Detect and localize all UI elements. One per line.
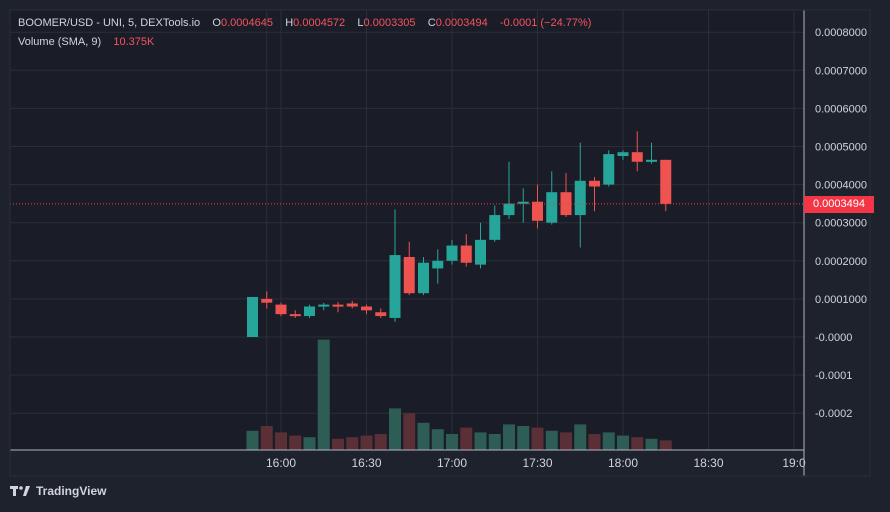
- candle-body[interactable]: [361, 306, 372, 311]
- y-tick-label: -0.0001: [815, 370, 852, 382]
- candle-body[interactable]: [403, 256, 415, 294]
- x-tick-label: 18:30: [693, 456, 723, 470]
- y-tick-label: 0.0004000: [815, 180, 867, 192]
- volume-bar[interactable]: [659, 440, 672, 450]
- volume-bar[interactable]: [431, 429, 444, 450]
- volume-value: 10.375K: [113, 36, 155, 48]
- candle-body[interactable]: [389, 255, 401, 318]
- volume-bar[interactable]: [631, 437, 644, 450]
- chart-frame: [9, 9, 871, 477]
- y-tick-label: -0.0002: [815, 408, 852, 420]
- y-tick-label: 0.0003000: [815, 218, 867, 230]
- volume-bar[interactable]: [474, 432, 487, 450]
- volume-bar[interactable]: [346, 437, 359, 450]
- candle-body[interactable]: [318, 304, 330, 307]
- close-label: C: [427, 17, 436, 29]
- candle-body[interactable]: [574, 180, 586, 216]
- volume-bar[interactable]: [446, 434, 458, 450]
- change-value: -0.0001 (−24.77%): [500, 17, 592, 29]
- candle-body[interactable]: [332, 304, 344, 307]
- volume-bar[interactable]: [588, 434, 601, 450]
- volume-bar[interactable]: [332, 438, 344, 450]
- volume-bar[interactable]: [517, 426, 530, 450]
- y-tick-label: -0.0000: [815, 332, 852, 344]
- candle-body[interactable]: [603, 154, 615, 185]
- high-value: 0.0004572: [293, 17, 346, 29]
- volume-bar[interactable]: [645, 438, 658, 450]
- x-tick-label: 17:00: [437, 456, 467, 470]
- y-tick-label: 0.0001000: [815, 294, 867, 306]
- y-tick-label: 0.0006000: [815, 103, 867, 115]
- volume-bar[interactable]: [360, 435, 373, 450]
- x-tick-label: 19:0: [782, 456, 806, 470]
- volume-bar[interactable]: [303, 437, 316, 450]
- candle-body[interactable]: [346, 303, 358, 307]
- candle-body[interactable]: [660, 159, 672, 204]
- candle-body[interactable]: [432, 260, 444, 269]
- open-label: O: [212, 17, 221, 29]
- volume-bar[interactable]: [246, 430, 259, 450]
- candle-body[interactable]: [489, 215, 501, 240]
- tradingview-logo-icon: [10, 486, 30, 496]
- candle-body[interactable]: [532, 201, 543, 221]
- candle-body[interactable]: [275, 304, 287, 315]
- volume-bar[interactable]: [574, 424, 587, 450]
- candle-body[interactable]: [560, 192, 572, 216]
- volume-bar[interactable]: [374, 434, 387, 450]
- candle-body[interactable]: [517, 201, 529, 204]
- volume-label[interactable]: Volume (SMA, 9): [18, 36, 102, 48]
- volume-bar[interactable]: [417, 422, 430, 450]
- volume-bar[interactable]: [260, 426, 273, 450]
- low-label: L: [357, 17, 364, 29]
- volume-bar[interactable]: [531, 427, 544, 450]
- open-value: 0.0004645: [220, 17, 273, 29]
- candle-body[interactable]: [261, 298, 273, 303]
- brand-label: TradingView: [36, 484, 107, 498]
- candle-body[interactable]: [375, 312, 387, 317]
- volume-legend: Volume (SMA, 9) 10.375K: [18, 36, 154, 48]
- volume-bar[interactable]: [488, 434, 501, 450]
- y-tick-label: 0.0005000: [815, 142, 867, 154]
- volume-bar[interactable]: [460, 427, 473, 450]
- candle-body[interactable]: [546, 192, 558, 223]
- x-tick-label: 17:30: [522, 456, 552, 470]
- volume-bar[interactable]: [317, 339, 330, 450]
- volume-bar[interactable]: [617, 435, 629, 450]
- last-price-tag: 0.0003494: [804, 196, 874, 213]
- candle-body[interactable]: [589, 180, 600, 187]
- volume-bar[interactable]: [545, 430, 558, 450]
- high-label: H: [285, 17, 294, 29]
- x-tick-label: 16:30: [351, 456, 381, 470]
- candle-body[interactable]: [304, 306, 315, 317]
- volume-bar[interactable]: [389, 408, 401, 450]
- low-value: 0.0003305: [363, 17, 416, 29]
- x-tick-label: 16:00: [266, 456, 296, 470]
- candle-body[interactable]: [617, 152, 629, 157]
- ohlc-legend: BOOMER/USD - UNI, 5, DEXTools.io O0.0004…: [18, 17, 591, 29]
- tradingview-brand[interactable]: TradingView: [10, 484, 106, 498]
- symbol-label[interactable]: BOOMER/USD - UNI, 5, DEXTools.io: [18, 17, 201, 29]
- candle-body[interactable]: [475, 239, 486, 265]
- candle-body[interactable]: [631, 152, 643, 162]
- plot-area[interactable]: [10, 10, 804, 450]
- volume-bar[interactable]: [503, 424, 515, 450]
- volume-bar[interactable]: [275, 432, 287, 450]
- y-tick-label: 0.0008000: [815, 27, 867, 39]
- volume-bar[interactable]: [289, 435, 302, 450]
- close-value: 0.0003494: [435, 17, 488, 29]
- volume-bar[interactable]: [602, 432, 615, 450]
- candle-body[interactable]: [247, 296, 258, 337]
- candle-body[interactable]: [289, 314, 301, 317]
- y-tick-label: 0.0007000: [815, 65, 867, 77]
- candle-body[interactable]: [503, 203, 515, 216]
- candle-body[interactable]: [646, 159, 657, 162]
- y-tick-label: 0.0002000: [815, 256, 867, 268]
- volume-bar[interactable]: [560, 432, 572, 450]
- candle-body[interactable]: [446, 245, 458, 261]
- candle-body[interactable]: [460, 245, 472, 263]
- candle-body[interactable]: [418, 262, 429, 294]
- x-tick-label: 18:00: [608, 456, 638, 470]
- volume-bar[interactable]: [403, 413, 416, 450]
